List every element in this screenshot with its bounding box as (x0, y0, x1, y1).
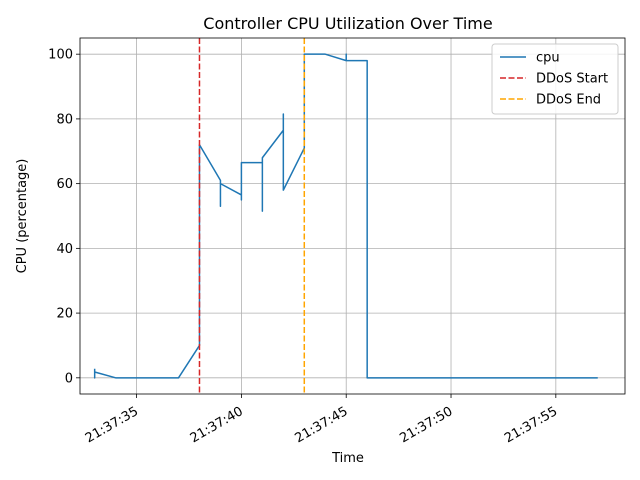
legend-box (491, 43, 619, 115)
y-axis: 0 20 40 60 80 100 (48, 48, 80, 386)
y-axis-title: CPU (percentage) (15, 159, 30, 274)
chart-title: Controller CPU Utilization Over Time (203, 14, 492, 33)
y-tick-label: 40 (56, 242, 73, 257)
series-line-cpu (93, 53, 598, 379)
plot-area (93, 38, 598, 394)
y-tick-label: 60 (56, 177, 73, 192)
legend-label: DDoS Start (536, 72, 608, 87)
x-tick-label: 21:37:40 (188, 404, 246, 446)
legend-label: cpu (536, 51, 560, 66)
y-tick-label: 0 (65, 371, 73, 386)
legend: cpu DDoS Start DDoS End (491, 43, 619, 115)
legend-label: DDoS End (536, 93, 601, 108)
y-tick-label: 80 (56, 112, 73, 127)
x-tick-label: 21:37:35 (83, 404, 141, 446)
x-axis: 21:37:35 21:37:40 21:37:45 21:37:50 21:37:55 (83, 394, 560, 446)
plot-frame (79, 37, 626, 395)
x-tick-label: 21:37:45 (293, 404, 351, 446)
x-tick-label: 21:37:55 (502, 404, 560, 446)
x-axis-title: Time (331, 451, 364, 466)
y-tick-label: 20 (56, 307, 73, 322)
y-tick-label: 100 (48, 48, 73, 63)
x-tick-label: 21:37:50 (397, 404, 455, 446)
